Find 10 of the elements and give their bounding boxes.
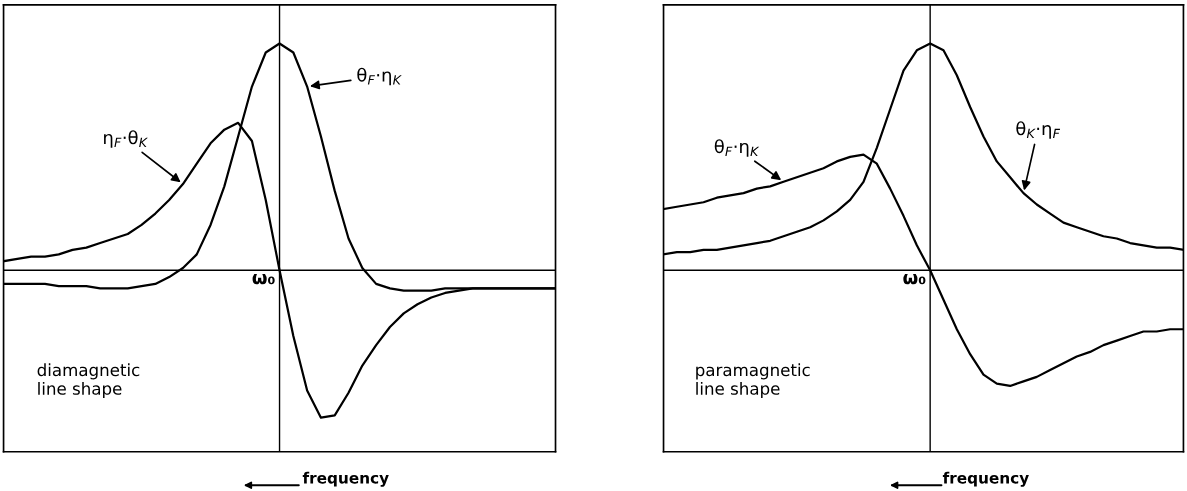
annotation: diamagnetic line shape [37,363,140,399]
text: η$_{F}$·θ$_{K}$ [104,130,148,148]
annotation: ω₀ [903,274,926,285]
legend-label: θ$_{F}$·η$_{K}$ [357,67,402,86]
x-axis-title: frequency [302,471,389,487]
series-label: θ$_{F}$·η$_{K}$ [714,139,760,157]
series-label: θ$_{K}$·η$_{F}$ [1016,121,1061,139]
x-axis-title: frequency [942,471,1029,487]
annotation: paramagnetic line shape [696,363,810,399]
annotation: ω₀ [252,274,275,285]
